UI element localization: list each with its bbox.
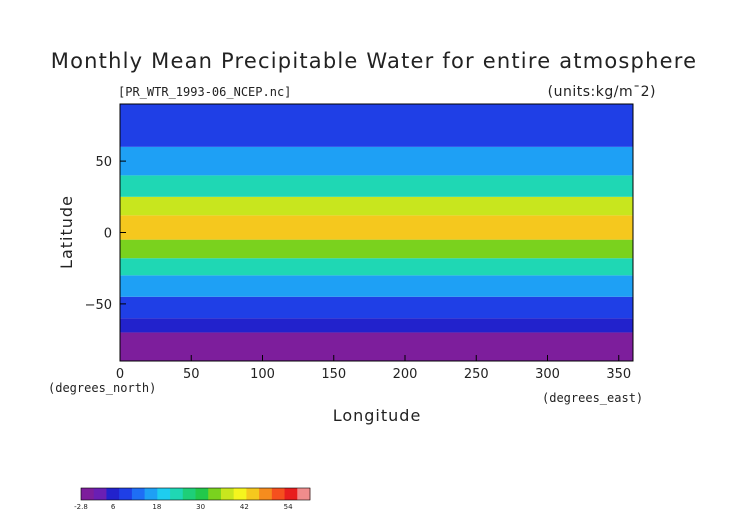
x-axis-label: Longitude — [333, 406, 422, 425]
field-band — [120, 215, 633, 240]
field-band — [120, 146, 633, 176]
colorbar-tick-label: 6 — [111, 503, 116, 511]
colorbar-swatch — [170, 488, 184, 500]
x-tick-label: 50 — [183, 367, 200, 382]
colorbar-swatch — [144, 488, 158, 500]
colorbar: -2.8 6 18 30 42 54 — [74, 487, 311, 511]
x-tick-label: 200 — [393, 367, 418, 382]
colorbar-swatch — [246, 488, 260, 500]
colorbar-swatch — [131, 488, 146, 500]
colorbar-tick-label: -2.8 — [74, 503, 88, 511]
colorbar-swatch — [93, 488, 107, 500]
y-unit-note: (degrees_north) — [48, 381, 156, 395]
field-band — [120, 258, 633, 276]
colorbar-swatch — [297, 488, 311, 500]
x-unit-note: (degrees_east) — [542, 391, 643, 405]
colorbar-swatch — [208, 488, 222, 500]
colorbar-swatch — [106, 488, 120, 500]
units-label: (units:kg/m¯2) — [548, 84, 656, 100]
colorbar-tick-label: 30 — [196, 503, 205, 511]
y-axis-label: Latitude — [57, 195, 76, 269]
colorbar-swatch — [81, 488, 95, 500]
field-band — [120, 318, 633, 333]
field-band — [120, 296, 633, 319]
plot-area: 0 50 100 150 200 250 300 350 −50 0 50 — [85, 103, 634, 382]
x-tick-label: 150 — [321, 367, 346, 382]
field-band — [120, 175, 633, 197]
colorbar-swatch — [182, 488, 196, 500]
field-band — [120, 275, 633, 297]
colorbar-tick-label: 54 — [284, 503, 293, 511]
colorbar-tick-label: 42 — [240, 503, 249, 511]
y-tick-label: 0 — [104, 227, 112, 242]
field-band — [120, 332, 633, 361]
x-tick-label: 100 — [250, 367, 275, 382]
x-tick-label: 250 — [464, 367, 489, 382]
colorbar-swatch — [119, 488, 133, 500]
colorbar-swatch — [195, 488, 209, 500]
colorbar-swatch — [220, 488, 235, 500]
colorbar-swatch — [233, 488, 247, 500]
x-tick-label: 350 — [606, 367, 631, 382]
colorbar-frame — [80, 487, 311, 501]
y-tick-label: 50 — [95, 155, 112, 170]
colorbar-swatch — [271, 488, 285, 500]
x-tick-label: 300 — [535, 367, 560, 382]
colorbar-tick-label: 18 — [152, 503, 161, 511]
x-tick-label: 0 — [116, 367, 124, 382]
colorbar-swatch — [284, 488, 298, 500]
chart-subtitle: [PR_WTR_1993-06_NCEP.nc] — [118, 85, 291, 99]
colorbar-swatch — [157, 488, 171, 500]
field-band — [120, 239, 633, 259]
chart-title: Monthly Mean Precipitable Water for enti… — [51, 49, 697, 73]
field-band — [120, 196, 633, 216]
field-band — [120, 104, 633, 147]
y-tick-label: −50 — [85, 298, 112, 313]
colorbar-swatch — [259, 488, 273, 500]
